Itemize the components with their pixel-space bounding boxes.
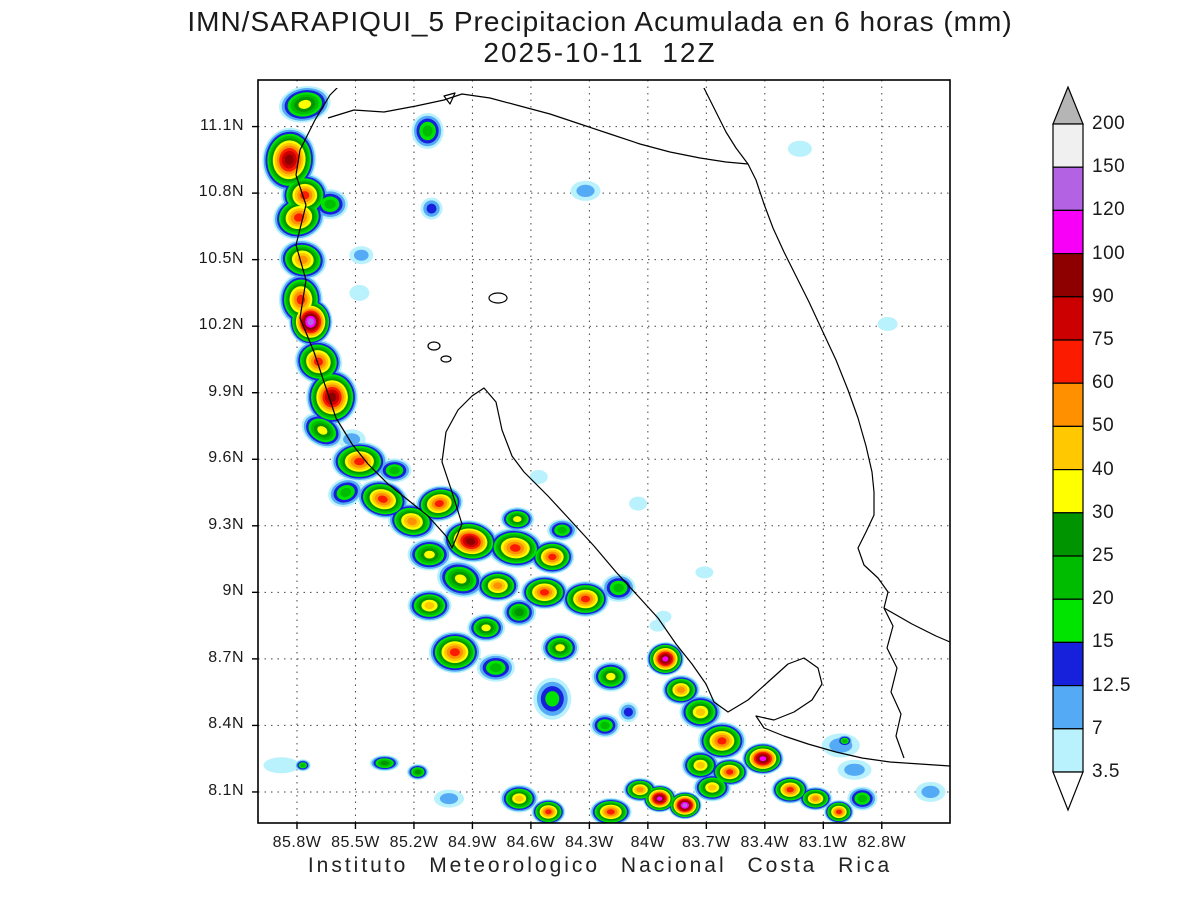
colorbar-label: 75 bbox=[1092, 329, 1115, 350]
colorbar-label: 15 bbox=[1092, 631, 1115, 653]
colorbar-label: 120 bbox=[1092, 199, 1126, 221]
coastline bbox=[295, 88, 951, 767]
y-axis-label: 10.2N bbox=[198, 316, 244, 334]
colorbar-segment bbox=[1052, 339, 1084, 384]
y-axis-label: 9.9N bbox=[208, 382, 244, 400]
colorbar-over-arrow bbox=[1052, 86, 1084, 125]
colorbar-segment bbox=[1052, 728, 1084, 773]
colorbar-label: 25 bbox=[1092, 545, 1115, 566]
footer-caption: Instituto Meteorologico Nacional Costa R… bbox=[307, 854, 893, 877]
colorbar-segment bbox=[1052, 425, 1084, 471]
colorbar-label: 7 bbox=[1092, 717, 1104, 739]
plot-frame bbox=[257, 79, 951, 824]
colorbar-label: 50 bbox=[1092, 415, 1115, 437]
y-axis-label: 10.5N bbox=[198, 249, 244, 267]
colorbar-segment bbox=[1052, 296, 1084, 341]
colorbar-under-arrow bbox=[1052, 771, 1084, 812]
colorbar-label: 3.5 bbox=[1092, 761, 1120, 782]
colorbar-label: 40 bbox=[1092, 458, 1115, 480]
figure-subtitle-date: 2025-10-11 12Z bbox=[483, 37, 717, 68]
colorbar-label: 200 bbox=[1092, 113, 1126, 134]
colorbar-label: 90 bbox=[1092, 285, 1115, 307]
colorbar-segment bbox=[1052, 209, 1084, 255]
y-axis-label: 8.1N bbox=[208, 781, 244, 799]
y-axis-label: 10.8N bbox=[198, 183, 244, 201]
colorbar-segment bbox=[1052, 555, 1084, 600]
x-axis-label: 83.7W bbox=[681, 834, 731, 851]
x-axis-label: 85.5W bbox=[331, 834, 380, 851]
x-axis-label: 82.8W bbox=[857, 834, 907, 851]
colorbar: 200 150 120 100 90 75 60 50 40 30 25 20 15 12.5 7 3.5 bbox=[1052, 86, 1182, 826]
colorbar-segment bbox=[1052, 253, 1084, 298]
y-axis-label: 8.4N bbox=[208, 715, 244, 733]
colorbar-label: 150 bbox=[1092, 156, 1126, 178]
map-plot bbox=[252, 79, 951, 829]
y-axis-label: 8.7N bbox=[208, 648, 244, 666]
x-axis-label: 83.1W bbox=[798, 834, 848, 851]
colorbar-label: 30 bbox=[1092, 501, 1115, 523]
precip-shading bbox=[262, 86, 946, 823]
colorbar-segment bbox=[1052, 684, 1084, 730]
colorbar-label: 12.5 bbox=[1092, 674, 1131, 696]
y-axis-label: 9.6N bbox=[208, 449, 244, 467]
x-axis-label: 85.2W bbox=[389, 834, 439, 851]
axis-ticks bbox=[252, 125, 883, 829]
colorbar-segment bbox=[1052, 382, 1084, 428]
x-axis-label: 84.3W bbox=[565, 834, 614, 851]
x-axis-label: 84.9W bbox=[448, 834, 497, 851]
colorbar-segment bbox=[1052, 641, 1084, 687]
y-axis-label: 11.1N bbox=[199, 116, 244, 134]
y-axis-label: 9N bbox=[222, 582, 244, 600]
colorbar-segment bbox=[1052, 598, 1084, 644]
figure-title: IMN/SARAPIQUI_5 Precipitacion Acumulada … bbox=[187, 6, 1013, 37]
colorbar-label: 60 bbox=[1092, 372, 1115, 394]
colorbar-segment bbox=[1052, 469, 1084, 514]
colorbar-segment bbox=[1052, 512, 1084, 557]
x-axis-label: 83.4W bbox=[740, 834, 790, 851]
colorbar-label: 100 bbox=[1092, 242, 1126, 264]
colorbar-label: 20 bbox=[1092, 588, 1115, 610]
colorbar-segment bbox=[1052, 166, 1084, 211]
x-axis-label: 84W bbox=[630, 834, 666, 851]
x-axis-label: 84.6W bbox=[506, 834, 556, 851]
colorbar-scale bbox=[1052, 86, 1084, 812]
x-axis-label: 85.8W bbox=[272, 834, 322, 851]
colorbar-segment bbox=[1052, 123, 1084, 168]
y-axis-label: 9.3N bbox=[208, 515, 244, 533]
